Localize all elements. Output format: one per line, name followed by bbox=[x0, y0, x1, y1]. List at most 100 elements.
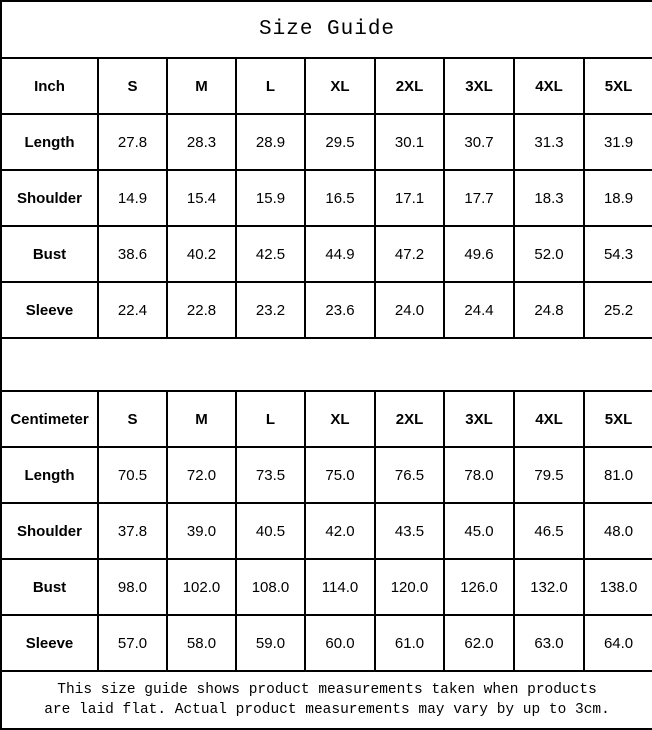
row-label: Shoulder bbox=[0, 502, 99, 560]
size-value-cell: 72.0 bbox=[166, 446, 237, 504]
size-value-cell: 17.1 bbox=[374, 169, 445, 227]
size-value-cell: 40.2 bbox=[166, 225, 237, 283]
size-value-cell: 27.8 bbox=[97, 113, 168, 171]
footer-note-line: are laid flat. Actual product measuremen… bbox=[44, 702, 610, 718]
size-value-cell: 43.5 bbox=[374, 502, 445, 560]
row-label: Shoulder bbox=[0, 169, 99, 227]
size-value-cell: 30.7 bbox=[443, 113, 515, 171]
column-header-s: S bbox=[97, 390, 168, 448]
size-value-cell: 22.4 bbox=[97, 281, 168, 339]
size-value-cell: 62.0 bbox=[443, 614, 515, 672]
size-value-cell: 132.0 bbox=[513, 558, 585, 616]
column-header-5xl: 5XL bbox=[582, 57, 652, 115]
size-value-cell: 44.9 bbox=[304, 225, 376, 283]
cm-bust-row: Bust 98.0 102.0 108.0 114.0 120.0 126.0 … bbox=[0, 558, 652, 616]
title-row: Size Guide bbox=[0, 0, 652, 59]
size-value-cell: 49.6 bbox=[443, 225, 515, 283]
row-label: Length bbox=[0, 446, 99, 504]
cm-sleeve-row: Sleeve 57.0 58.0 59.0 60.0 61.0 62.0 63.… bbox=[0, 614, 652, 672]
size-value-cell: 30.1 bbox=[374, 113, 445, 171]
size-value-cell: 78.0 bbox=[443, 446, 515, 504]
size-value-cell: 24.0 bbox=[374, 281, 445, 339]
size-value-cell: 24.8 bbox=[513, 281, 585, 339]
size-value-cell: 64.0 bbox=[582, 614, 652, 672]
cm-unit-header: Centimeter bbox=[0, 390, 99, 448]
size-value-cell: 126.0 bbox=[443, 558, 515, 616]
column-header-3xl: 3XL bbox=[443, 390, 515, 448]
size-value-cell: 39.0 bbox=[166, 502, 237, 560]
size-value-cell: 63.0 bbox=[513, 614, 585, 672]
size-value-cell: 60.0 bbox=[304, 614, 376, 672]
cm-shoulder-row: Shoulder 37.8 39.0 40.5 42.0 43.5 45.0 4… bbox=[0, 502, 652, 560]
column-header-m: M bbox=[166, 57, 237, 115]
size-value-cell: 46.5 bbox=[513, 502, 585, 560]
size-value-cell: 48.0 bbox=[582, 502, 652, 560]
column-header-3xl: 3XL bbox=[443, 57, 515, 115]
row-label: Length bbox=[0, 113, 99, 171]
size-value-cell: 102.0 bbox=[166, 558, 237, 616]
inch-header-row: Inch S M L XL 2XL 3XL 4XL 5XL bbox=[0, 57, 652, 115]
size-value-cell: 138.0 bbox=[582, 558, 652, 616]
column-header-2xl: 2XL bbox=[374, 57, 445, 115]
column-header-xl: XL bbox=[304, 57, 376, 115]
size-value-cell: 54.3 bbox=[582, 225, 652, 283]
size-value-cell: 114.0 bbox=[304, 558, 376, 616]
size-value-cell: 52.0 bbox=[513, 225, 585, 283]
size-value-cell: 23.2 bbox=[235, 281, 306, 339]
spacer-cell bbox=[0, 337, 652, 392]
column-header-4xl: 4XL bbox=[513, 390, 585, 448]
row-label: Sleeve bbox=[0, 614, 99, 672]
footer-note-line: This size guide shows product measuremen… bbox=[57, 681, 597, 698]
size-value-cell: 18.9 bbox=[582, 169, 652, 227]
spacer-row bbox=[0, 337, 652, 392]
size-value-cell: 18.3 bbox=[513, 169, 585, 227]
footer-note: This size guide shows product measuremen… bbox=[0, 670, 652, 730]
size-value-cell: 70.5 bbox=[97, 446, 168, 504]
size-value-cell: 40.5 bbox=[235, 502, 306, 560]
cm-length-row: Length 70.5 72.0 73.5 75.0 76.5 78.0 79.… bbox=[0, 446, 652, 504]
size-value-cell: 31.3 bbox=[513, 113, 585, 171]
size-value-cell: 17.7 bbox=[443, 169, 515, 227]
size-value-cell: 120.0 bbox=[374, 558, 445, 616]
size-value-cell: 37.8 bbox=[97, 502, 168, 560]
column-header-l: L bbox=[235, 390, 306, 448]
size-value-cell: 58.0 bbox=[166, 614, 237, 672]
size-value-cell: 24.4 bbox=[443, 281, 515, 339]
size-value-cell: 14.9 bbox=[97, 169, 168, 227]
size-value-cell: 73.5 bbox=[235, 446, 306, 504]
footer-row: This size guide shows product measuremen… bbox=[0, 670, 652, 730]
column-header-5xl: 5XL bbox=[582, 390, 652, 448]
size-value-cell: 16.5 bbox=[304, 169, 376, 227]
column-header-xl: XL bbox=[304, 390, 376, 448]
row-label: Bust bbox=[0, 558, 99, 616]
inch-sleeve-row: Sleeve 22.4 22.8 23.2 23.6 24.0 24.4 24.… bbox=[0, 281, 652, 339]
column-header-2xl: 2XL bbox=[374, 390, 445, 448]
size-value-cell: 15.4 bbox=[166, 169, 237, 227]
inch-unit-header: Inch bbox=[0, 57, 99, 115]
size-value-cell: 25.2 bbox=[582, 281, 652, 339]
size-value-cell: 59.0 bbox=[235, 614, 306, 672]
size-value-cell: 108.0 bbox=[235, 558, 306, 616]
size-value-cell: 15.9 bbox=[235, 169, 306, 227]
size-value-cell: 76.5 bbox=[374, 446, 445, 504]
size-value-cell: 38.6 bbox=[97, 225, 168, 283]
inch-shoulder-row: Shoulder 14.9 15.4 15.9 16.5 17.1 17.7 1… bbox=[0, 169, 652, 227]
size-value-cell: 23.6 bbox=[304, 281, 376, 339]
size-value-cell: 45.0 bbox=[443, 502, 515, 560]
size-value-cell: 81.0 bbox=[582, 446, 652, 504]
row-label: Sleeve bbox=[0, 281, 99, 339]
inch-bust-row: Bust 38.6 40.2 42.5 44.9 47.2 49.6 52.0 … bbox=[0, 225, 652, 283]
column-header-4xl: 4XL bbox=[513, 57, 585, 115]
size-value-cell: 47.2 bbox=[374, 225, 445, 283]
size-value-cell: 22.8 bbox=[166, 281, 237, 339]
inch-length-row: Length 27.8 28.3 28.9 29.5 30.1 30.7 31.… bbox=[0, 113, 652, 171]
size-value-cell: 61.0 bbox=[374, 614, 445, 672]
size-value-cell: 42.5 bbox=[235, 225, 306, 283]
page-title: Size Guide bbox=[0, 0, 652, 59]
size-value-cell: 31.9 bbox=[582, 113, 652, 171]
size-value-cell: 98.0 bbox=[97, 558, 168, 616]
size-value-cell: 28.3 bbox=[166, 113, 237, 171]
size-value-cell: 79.5 bbox=[513, 446, 585, 504]
